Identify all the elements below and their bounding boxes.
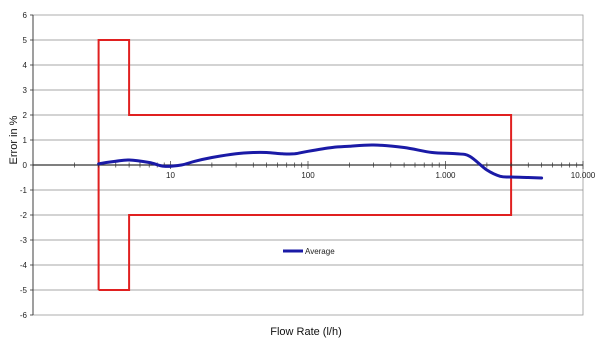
limit-envelope bbox=[97, 39, 513, 291]
x-tick-label: 10 bbox=[166, 171, 175, 180]
series-group bbox=[97, 143, 544, 180]
axes bbox=[30, 14, 584, 316]
y-tick-label: -6 bbox=[20, 311, 28, 320]
y-tick-label: -2 bbox=[20, 211, 28, 220]
x-axis-title: Flow Rate (l/h) bbox=[270, 326, 342, 338]
legend-label-average: Average bbox=[305, 247, 335, 256]
y-tick-label: -5 bbox=[20, 286, 28, 295]
y-tick-label: 4 bbox=[23, 61, 28, 70]
x-tick-label: 1.000 bbox=[435, 171, 456, 180]
y-tick-label: 0 bbox=[23, 161, 28, 170]
y-tick-label: 6 bbox=[23, 11, 28, 20]
x-tick-label: 100 bbox=[301, 171, 315, 180]
y-tick-label: 3 bbox=[23, 86, 28, 95]
y-tick-label: 1 bbox=[23, 136, 28, 145]
y-tick-label: 5 bbox=[23, 36, 28, 45]
series-line-average bbox=[97, 143, 544, 180]
y-axis-title: Error in % bbox=[8, 115, 20, 164]
y-tick-label: -3 bbox=[20, 236, 28, 245]
limit-envelope-group bbox=[97, 39, 513, 291]
y-tick-label: 2 bbox=[23, 111, 28, 120]
y-tick-label: -1 bbox=[20, 186, 28, 195]
legend: Average bbox=[283, 247, 335, 256]
x-tick-label: 10.000 bbox=[571, 171, 596, 180]
y-tick-label: -4 bbox=[20, 261, 28, 270]
